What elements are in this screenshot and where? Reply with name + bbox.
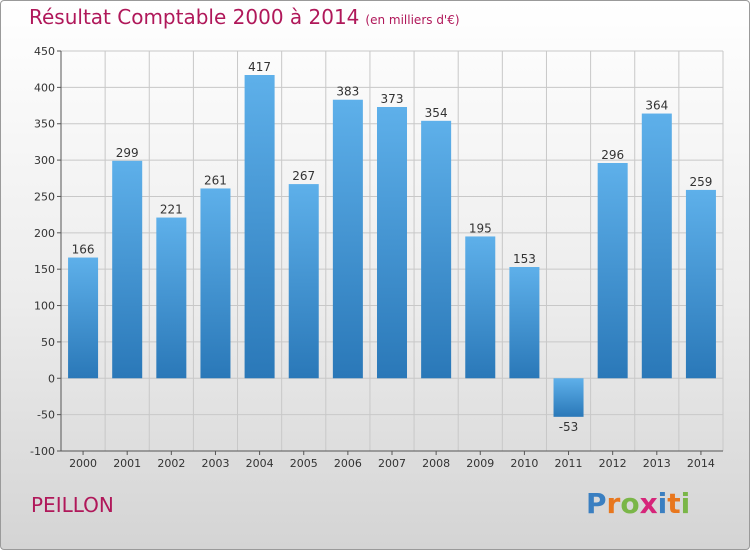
bar-2013	[641, 113, 672, 379]
logo-letter: o	[620, 487, 640, 520]
data-label-2014: 259	[689, 175, 712, 189]
y-tick-label: 400	[34, 81, 55, 94]
data-label-2004: 417	[248, 60, 271, 74]
y-tick-label: -100	[30, 445, 55, 458]
x-tick-label-2003: 2003	[201, 457, 229, 470]
logo-letter: t	[667, 487, 681, 520]
bars	[68, 75, 716, 417]
bar-2002	[156, 217, 187, 379]
bar-2004	[244, 75, 275, 379]
logo-letter: i	[680, 487, 691, 520]
bar-2005	[288, 184, 319, 379]
x-tick-label-2012: 2012	[599, 457, 627, 470]
bar-2000	[68, 257, 99, 379]
data-label-2011: -53	[559, 420, 579, 434]
x-tick-label-2014: 2014	[687, 457, 715, 470]
x-tick-label-2013: 2013	[643, 457, 671, 470]
x-tick-label-2008: 2008	[422, 457, 450, 470]
x-tick-label-2004: 2004	[246, 457, 274, 470]
data-label-2013: 364	[645, 99, 668, 113]
data-label-2012: 296	[601, 148, 624, 162]
x-tick-label-2001: 2001	[113, 457, 141, 470]
logo-letter: P	[586, 487, 607, 520]
y-tick-label: 350	[34, 118, 55, 131]
y-tick-label: 300	[34, 154, 55, 167]
bar-2010	[509, 267, 540, 379]
y-tick-label: 0	[48, 372, 55, 385]
axes: -100 -50 0 50 100 150 200 250 300 350 400 450 2000 20…	[30, 45, 723, 470]
y-tick-label: 200	[34, 227, 55, 240]
data-labels: 166 299 221 261 417 267 383 373 354 195 153 -53 296 3…	[72, 60, 713, 434]
x-tick-label-2005: 2005	[290, 457, 318, 470]
x-tick-label-2007: 2007	[378, 457, 406, 470]
city-label: PEILLON	[31, 493, 114, 517]
logo-letter: i	[657, 487, 668, 520]
data-label-2003: 261	[204, 173, 227, 187]
data-label-2010: 153	[513, 252, 536, 266]
proxiti-logo: Proxiti	[586, 487, 690, 520]
x-tick-label-2010: 2010	[510, 457, 538, 470]
bar-2003	[200, 188, 231, 379]
data-label-2002: 221	[160, 203, 183, 217]
data-label-2000: 166	[72, 243, 95, 257]
data-label-2006: 383	[336, 85, 359, 99]
data-label-2009: 195	[469, 221, 492, 235]
bar-2001	[112, 160, 143, 379]
bar-2011	[553, 378, 584, 417]
data-label-2005: 267	[292, 169, 315, 183]
x-tick-label-2006: 2006	[334, 457, 362, 470]
bar-2009	[465, 236, 496, 379]
bar-2012	[597, 163, 628, 379]
data-label-2007: 373	[381, 92, 404, 106]
bar-2007	[376, 107, 408, 379]
bar-2006	[332, 99, 363, 379]
x-tick-label-2002: 2002	[157, 457, 185, 470]
y-tick-label: 100	[34, 300, 55, 313]
x-tick-label-2009: 2009	[466, 457, 494, 470]
data-label-2001: 299	[116, 146, 139, 160]
logo-letter: r	[606, 487, 621, 520]
y-tick-label: 150	[34, 263, 55, 276]
data-label-2008: 354	[425, 106, 448, 120]
chart-title: Résultat Comptable 2000 à 2014 (en millie…	[29, 5, 460, 29]
y-tick-label: -50	[37, 409, 55, 422]
bar-2008	[421, 120, 452, 379]
logo-letter: x	[639, 487, 658, 520]
x-tick-label-2011: 2011	[555, 457, 583, 470]
chart-title-text: Résultat Comptable 2000 à 2014	[29, 5, 360, 29]
y-tick-label: 50	[41, 336, 55, 349]
y-tick-label: 250	[34, 190, 55, 203]
y-tick-label: 450	[34, 45, 55, 58]
chart-subtitle: (en milliers d'€)	[365, 13, 460, 27]
x-tick-label-2000: 2000	[69, 457, 97, 470]
bar-2014	[685, 189, 716, 379]
